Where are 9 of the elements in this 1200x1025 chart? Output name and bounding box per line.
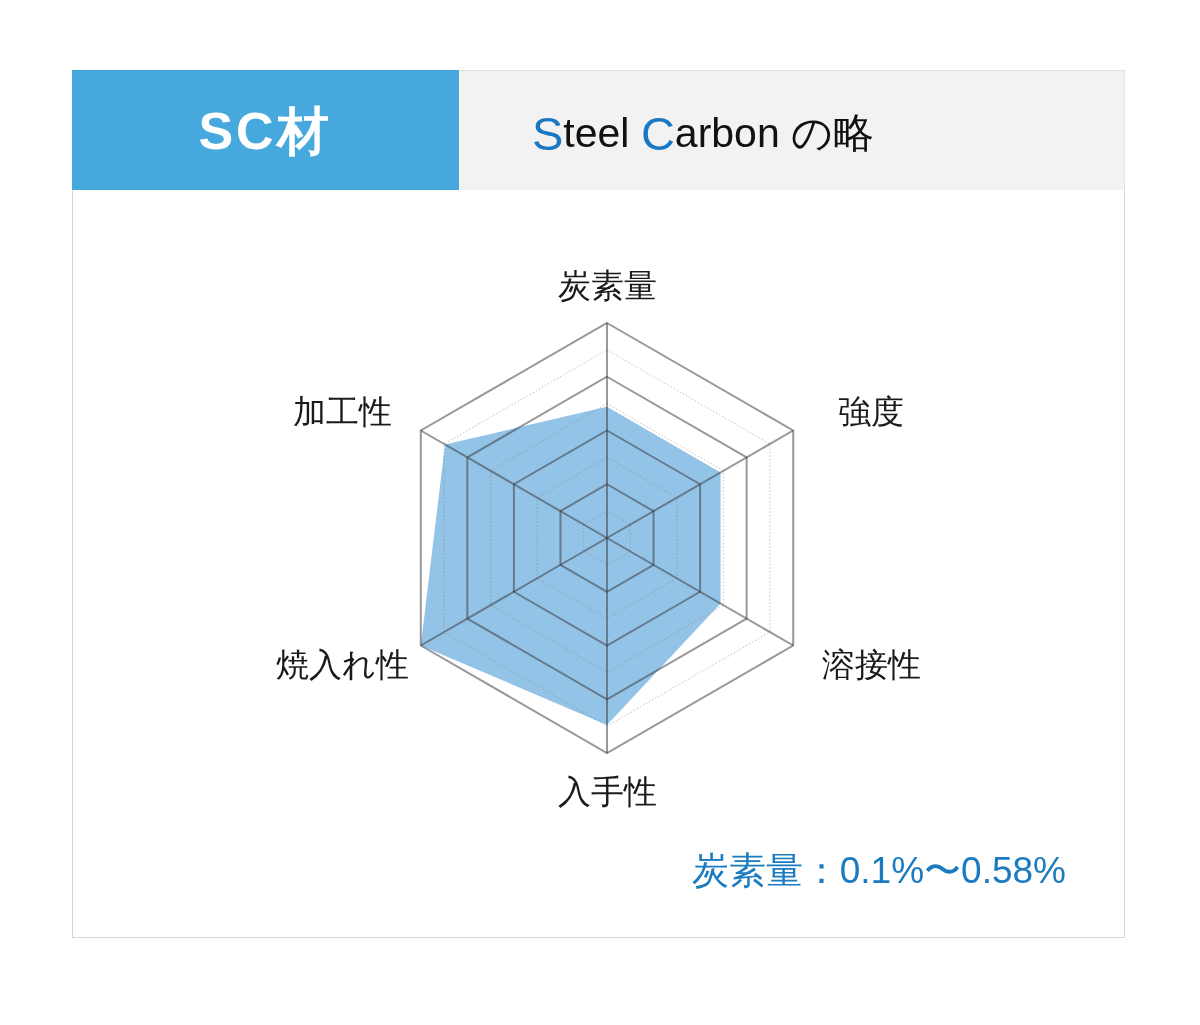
- spoke-label: 強度: [838, 393, 905, 430]
- spoke-label: 加工性: [293, 393, 393, 430]
- spoke-label: 焼入れ性: [276, 646, 410, 683]
- chart-title: SC材: [198, 102, 332, 160]
- chart-subtitle: Steel Carbon の略: [532, 106, 875, 160]
- spoke-label: 入手性: [557, 772, 657, 810]
- spoke-label: 炭素量: [557, 266, 657, 304]
- spoke-label: 溶接性: [821, 646, 921, 683]
- text: 炭素量：0.1%〜0.58%: [691, 849, 1066, 891]
